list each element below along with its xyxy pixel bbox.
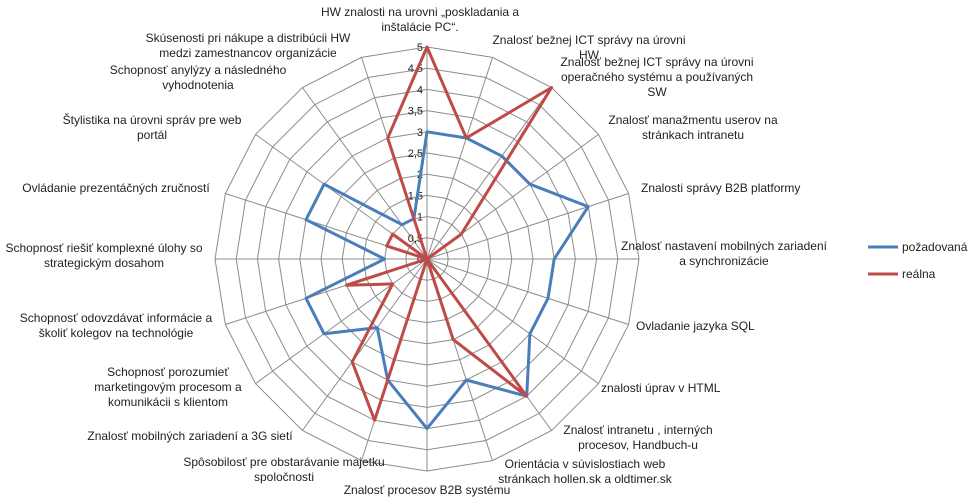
grid-spoke — [426, 193, 629, 260]
grid-spoke — [426, 258, 629, 325]
category-label: Schopnosť odovzdávať informácie a školiť … — [20, 311, 213, 340]
category-label: Štylistika na úrovni správ pre web portál — [63, 112, 242, 142]
data-series — [304, 45, 590, 431]
grid-spoke — [301, 258, 428, 431]
category-label: HW znalosti na urovni „poskladania a inšt… — [321, 5, 519, 34]
category-label: Skúsenosti pri nákupe a distribúcii HW me… — [146, 31, 351, 60]
radial-tick-label: 3,5 — [408, 106, 423, 118]
category-label: Znalosť procesov B2B systému — [344, 483, 511, 497]
grid-spoke — [426, 258, 599, 385]
category-label: Ovladanie jazyka SQL — [636, 319, 755, 333]
category-label: Schopnosť anylýzy a následného vyhodnoten… — [110, 63, 287, 92]
radial-tick-label: 5 — [417, 42, 423, 54]
category-label: Orientácia v súvislostiach web stránkach … — [498, 457, 672, 486]
grid-spoke — [301, 87, 428, 260]
radar-grid — [214, 46, 640, 472]
category-label: Schopnosť porozumieť marketingovým proces… — [94, 365, 242, 409]
category-label: Znalosť bežnej ICT správy na úrovni HW — [492, 33, 685, 62]
radial-tick-label: 2,5 — [408, 148, 423, 160]
grid-spoke — [426, 87, 553, 260]
grid-spoke — [255, 258, 428, 385]
category-label: Ovládanie prezentáčných zručností — [22, 181, 210, 195]
grid-spoke — [426, 57, 493, 260]
radial-tick-label: 4 — [417, 84, 423, 96]
category-label: Schopnosť riešiť komplexné úlohy so strat… — [5, 241, 202, 270]
legend-label: reálna — [902, 267, 936, 281]
category-label: Spôsobilosť pre obstarávanie majetku spol… — [183, 455, 384, 484]
category-label: Znalosť mobilných zariadení a 3G sietí — [87, 429, 293, 443]
category-label: znalosti úprav v HTML — [601, 381, 721, 395]
category-labels: HW znalosti na urovni „poskladania a inšt… — [5, 5, 827, 497]
legend-label: požadovaná — [902, 240, 968, 254]
radial-tick-label: 1 — [417, 212, 423, 224]
series-line-pozadovana — [304, 130, 590, 431]
radial-tick-label: 3 — [417, 127, 423, 139]
category-label: Znalosť bežnej ICT správy na úrovni opera… — [560, 55, 753, 99]
series-line-realna — [344, 45, 554, 422]
legend: požadovaná reálna — [868, 240, 968, 281]
category-label: Znalosť nastavení mobilných zariadení a s… — [621, 239, 828, 268]
category-label: Znalosť manažmentu userov na stránkach in… — [608, 113, 778, 142]
category-label: Znalosti správy B2B platformy — [641, 181, 800, 195]
category-label: Znalosť intranetu , interných procesov, H… — [563, 423, 712, 452]
